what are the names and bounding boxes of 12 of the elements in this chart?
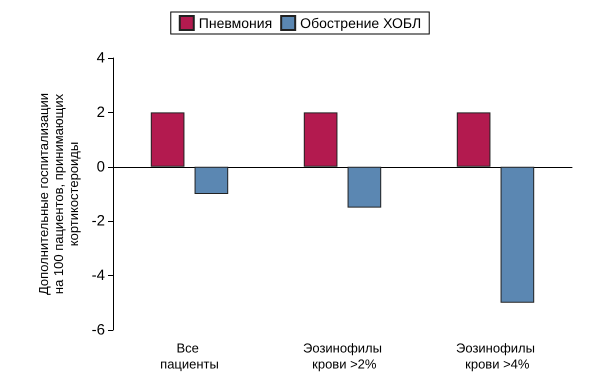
y-axis-title: Дополнительные госпитализации на 100 пациентов, принимающих кортикостероиды [36, 92, 81, 296]
x-tick-label: Эозинофилы крови >2% [303, 340, 382, 372]
x-tick-label: Все пациенты [160, 340, 219, 372]
legend-label: Пневмония [198, 15, 272, 31]
y-tick-label: -6 [92, 322, 105, 338]
y-tick-label: 0 [96, 158, 105, 176]
x-tick-label: Эозинофилы крови >4% [456, 340, 535, 372]
legend-label: Обострение ХОБЛ [300, 15, 422, 31]
y-tick-label: 2 [96, 104, 105, 121]
y-tick-label: -2 [92, 212, 105, 230]
y-tick-label: 4 [96, 50, 105, 66]
y-tick-label: -4 [92, 267, 105, 284]
